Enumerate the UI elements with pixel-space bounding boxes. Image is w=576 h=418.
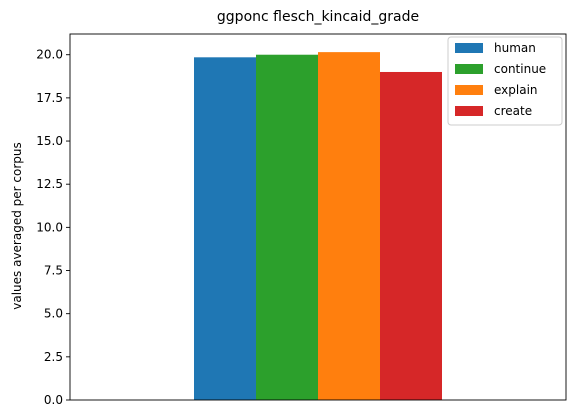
y-tick-label: 10.0 bbox=[36, 220, 63, 234]
legend-swatch-human bbox=[455, 43, 483, 53]
legend-box bbox=[447, 36, 563, 126]
legend: human continue explain create bbox=[447, 36, 563, 126]
y-tick-label: 0.0 bbox=[44, 393, 63, 407]
bar-create bbox=[380, 71, 442, 400]
y-tick-label: 17.5 bbox=[36, 91, 63, 105]
bar-continue bbox=[256, 54, 318, 400]
legend-label-continue: continue bbox=[494, 62, 546, 76]
legend-swatch-explain bbox=[455, 85, 483, 95]
legend-swatch-create bbox=[455, 106, 483, 116]
legend-label-create: create bbox=[494, 104, 532, 118]
y-axis: 0.0 2.5 5.0 7.5 10.0 12.5 15.0 17.5 20.0 bbox=[36, 48, 70, 407]
legend-label-explain: explain bbox=[494, 83, 538, 97]
bar-human bbox=[194, 57, 256, 400]
y-tick-label: 5.0 bbox=[44, 307, 63, 321]
legend-label-human: human bbox=[494, 41, 536, 55]
axes-frame bbox=[69, 33, 567, 401]
y-tick-label: 12.5 bbox=[36, 177, 63, 191]
y-tick-label: 7.5 bbox=[44, 264, 63, 278]
y-tick-label: 2.5 bbox=[44, 350, 63, 364]
y-tick-label: 15.0 bbox=[36, 134, 63, 148]
chart-title: ggponc flesch_kincaid_grade bbox=[217, 9, 419, 25]
legend-swatch-continue bbox=[455, 64, 483, 74]
bars-group bbox=[194, 52, 442, 401]
y-tick-label: 20.0 bbox=[36, 48, 63, 62]
y-axis-label: values averaged per corpus bbox=[10, 142, 24, 310]
bar-explain bbox=[318, 52, 380, 401]
